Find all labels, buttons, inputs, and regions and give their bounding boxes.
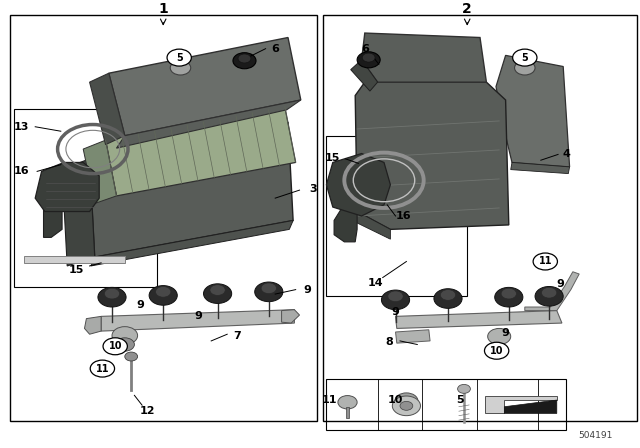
Circle shape: [362, 53, 375, 62]
Polygon shape: [90, 122, 293, 257]
Circle shape: [210, 284, 225, 295]
Circle shape: [395, 393, 418, 409]
Text: 6: 6: [361, 43, 369, 54]
Circle shape: [125, 352, 138, 361]
Polygon shape: [109, 38, 301, 136]
Polygon shape: [116, 100, 301, 148]
Polygon shape: [84, 316, 101, 334]
Text: 15: 15: [69, 264, 84, 275]
Circle shape: [204, 284, 232, 303]
Circle shape: [515, 61, 535, 75]
Circle shape: [533, 253, 557, 270]
Text: 11: 11: [322, 395, 337, 405]
Polygon shape: [106, 107, 296, 196]
Circle shape: [90, 360, 115, 377]
Text: 11: 11: [95, 364, 109, 374]
Polygon shape: [352, 211, 390, 239]
Text: 12: 12: [140, 406, 155, 416]
Polygon shape: [44, 198, 62, 237]
Circle shape: [541, 287, 557, 298]
Polygon shape: [525, 272, 579, 310]
Polygon shape: [496, 56, 570, 167]
Polygon shape: [90, 73, 125, 145]
Polygon shape: [362, 33, 486, 82]
Polygon shape: [504, 400, 557, 414]
Circle shape: [233, 53, 256, 69]
Polygon shape: [62, 159, 95, 266]
Text: 16: 16: [13, 166, 29, 177]
Circle shape: [381, 290, 410, 310]
Circle shape: [484, 342, 509, 359]
Polygon shape: [511, 163, 570, 174]
Circle shape: [400, 401, 413, 410]
Polygon shape: [24, 256, 125, 263]
Text: 10: 10: [490, 346, 504, 356]
Circle shape: [104, 288, 120, 299]
Text: 9: 9: [502, 328, 509, 338]
Circle shape: [149, 285, 177, 305]
Circle shape: [98, 287, 126, 307]
Polygon shape: [396, 330, 430, 343]
Text: 15: 15: [325, 153, 340, 163]
Circle shape: [357, 52, 380, 68]
Circle shape: [338, 396, 357, 409]
Text: 14: 14: [367, 278, 383, 288]
Text: 6: 6: [271, 43, 279, 54]
Text: 9: 9: [556, 279, 564, 289]
Text: 9: 9: [392, 307, 399, 317]
Text: 10: 10: [388, 395, 403, 405]
Text: 16: 16: [396, 211, 411, 221]
Circle shape: [388, 291, 403, 302]
Circle shape: [513, 49, 537, 66]
Text: 7: 7: [233, 332, 241, 341]
Polygon shape: [346, 407, 349, 418]
Circle shape: [170, 61, 191, 75]
Circle shape: [167, 49, 191, 66]
Circle shape: [392, 396, 420, 416]
Text: 2: 2: [462, 1, 472, 16]
Circle shape: [495, 287, 523, 307]
Circle shape: [255, 282, 283, 302]
Circle shape: [261, 283, 276, 293]
Circle shape: [156, 286, 171, 297]
Text: 1: 1: [158, 1, 168, 16]
Polygon shape: [351, 60, 378, 91]
Circle shape: [535, 286, 563, 306]
Polygon shape: [101, 310, 294, 331]
Circle shape: [440, 289, 456, 300]
Polygon shape: [485, 396, 557, 414]
Circle shape: [488, 328, 511, 345]
Polygon shape: [91, 220, 293, 266]
Text: 13: 13: [13, 122, 29, 132]
Circle shape: [238, 54, 251, 63]
Text: 11: 11: [538, 257, 552, 267]
Polygon shape: [355, 82, 509, 229]
Polygon shape: [334, 198, 357, 242]
Text: 3: 3: [310, 184, 317, 194]
Polygon shape: [282, 310, 300, 323]
Circle shape: [434, 289, 462, 308]
Text: 4: 4: [563, 149, 570, 159]
Text: 9: 9: [303, 284, 311, 295]
Text: 9: 9: [195, 311, 202, 321]
Circle shape: [458, 384, 470, 393]
Circle shape: [112, 327, 138, 345]
Text: 9: 9: [137, 300, 145, 310]
Text: 5: 5: [522, 52, 528, 63]
Circle shape: [501, 288, 516, 299]
Circle shape: [103, 338, 127, 355]
Polygon shape: [326, 154, 390, 216]
Text: 8: 8: [385, 337, 393, 347]
Polygon shape: [396, 310, 562, 328]
Polygon shape: [83, 140, 116, 203]
Text: 5: 5: [176, 52, 182, 63]
Text: 504191: 504191: [578, 431, 612, 440]
Polygon shape: [35, 163, 99, 211]
Text: 10: 10: [108, 341, 122, 351]
Circle shape: [115, 338, 134, 351]
Text: 5: 5: [456, 395, 463, 405]
